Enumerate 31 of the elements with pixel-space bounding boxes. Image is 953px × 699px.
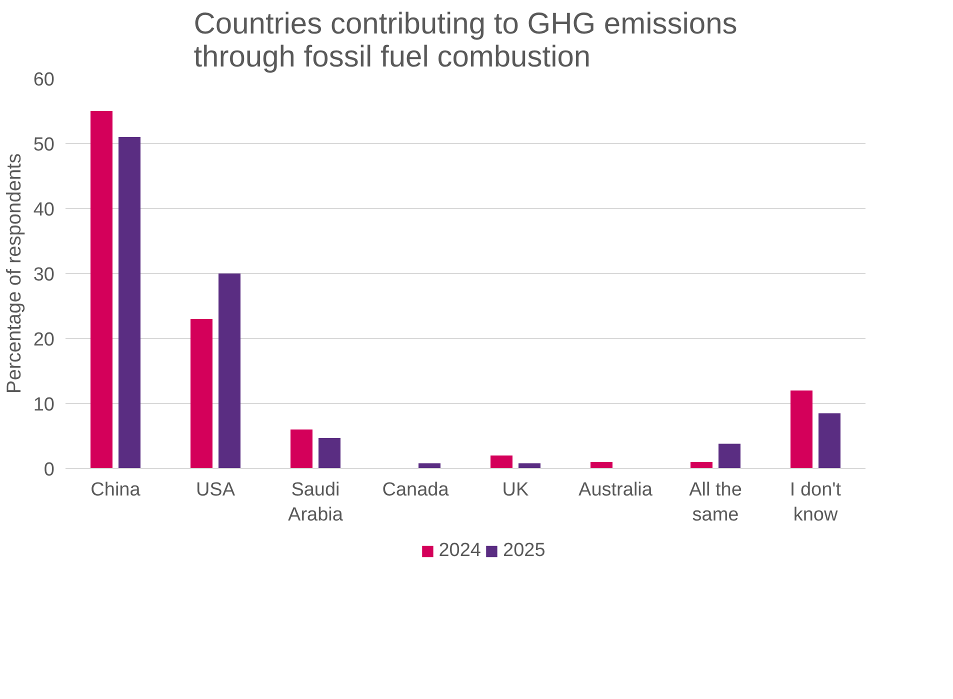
bar xyxy=(318,438,340,468)
bar xyxy=(190,319,212,468)
bar xyxy=(818,413,840,468)
y-axis-title: Percentage of respondents xyxy=(3,153,26,394)
x-tick-label: I don't know xyxy=(790,480,842,526)
y-tick-label: 0 xyxy=(44,460,55,480)
bar xyxy=(718,444,740,468)
bar xyxy=(118,137,140,468)
y-tick-label: 40 xyxy=(33,200,55,220)
x-tick-label: All the same xyxy=(689,480,742,526)
x-tick-label: China xyxy=(90,480,141,500)
bar xyxy=(218,274,240,468)
x-tick-label: Canada xyxy=(382,480,450,500)
x-tick-label: Australia xyxy=(578,480,653,500)
bar xyxy=(590,462,612,468)
chart-title: Countries contributing to GHG emissions through fossil fuel combustion xyxy=(194,8,738,74)
bar xyxy=(690,462,712,468)
x-tick-label: UK xyxy=(502,480,530,500)
x-tick-label: Saudi Arabia xyxy=(288,480,344,526)
legend-label: 2025 xyxy=(503,540,546,562)
y-tick-label: 30 xyxy=(33,264,55,286)
bar xyxy=(790,390,812,468)
y-tick-label: 50 xyxy=(33,134,55,156)
bar xyxy=(290,430,312,468)
y-tick-label: 10 xyxy=(33,394,55,416)
bar xyxy=(490,456,512,468)
bar xyxy=(90,111,112,468)
legend-label: 2024 xyxy=(438,540,481,562)
y-tick-label: 20 xyxy=(33,330,55,350)
x-tick-label: USA xyxy=(196,480,236,500)
y-tick-label: 60 xyxy=(33,70,55,90)
